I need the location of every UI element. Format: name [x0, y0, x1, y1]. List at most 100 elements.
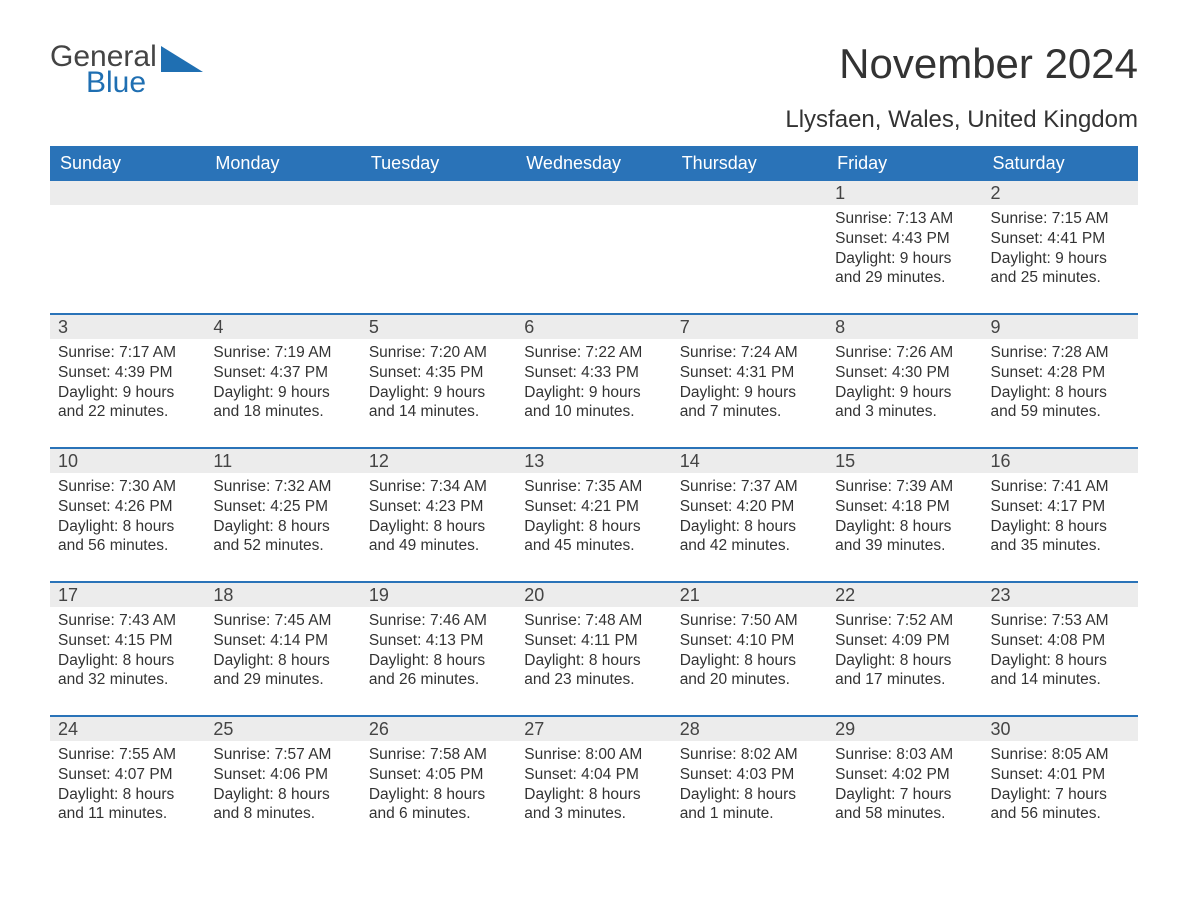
sunset-text: Sunset: 4:17 PM: [991, 497, 1130, 517]
day-number: [205, 181, 360, 205]
day-cell: 18Sunrise: 7:45 AMSunset: 4:14 PMDayligh…: [205, 583, 360, 715]
day-body: Sunrise: 7:34 AMSunset: 4:23 PMDaylight:…: [361, 473, 516, 564]
sunset-text: Sunset: 4:01 PM: [991, 765, 1130, 785]
daylight-text: Daylight: 8 hours and 29 minutes.: [213, 651, 352, 691]
day-cell: 20Sunrise: 7:48 AMSunset: 4:11 PMDayligh…: [516, 583, 671, 715]
daylight-text: Daylight: 8 hours and 39 minutes.: [835, 517, 974, 557]
sunset-text: Sunset: 4:10 PM: [680, 631, 819, 651]
day-cell: 10Sunrise: 7:30 AMSunset: 4:26 PMDayligh…: [50, 449, 205, 581]
week-row: 1Sunrise: 7:13 AMSunset: 4:43 PMDaylight…: [50, 181, 1138, 313]
day-cell: 29Sunrise: 8:03 AMSunset: 4:02 PMDayligh…: [827, 717, 982, 849]
day-cell: 22Sunrise: 7:52 AMSunset: 4:09 PMDayligh…: [827, 583, 982, 715]
day-cell: 4Sunrise: 7:19 AMSunset: 4:37 PMDaylight…: [205, 315, 360, 447]
sunset-text: Sunset: 4:06 PM: [213, 765, 352, 785]
day-body: Sunrise: 7:15 AMSunset: 4:41 PMDaylight:…: [983, 205, 1138, 296]
week-row: 3Sunrise: 7:17 AMSunset: 4:39 PMDaylight…: [50, 313, 1138, 447]
day-body: Sunrise: 7:50 AMSunset: 4:10 PMDaylight:…: [672, 607, 827, 698]
sunrise-text: Sunrise: 7:55 AM: [58, 745, 197, 765]
sunrise-text: Sunrise: 7:28 AM: [991, 343, 1130, 363]
sunrise-text: Sunrise: 7:41 AM: [991, 477, 1130, 497]
sunrise-text: Sunrise: 7:52 AM: [835, 611, 974, 631]
sunrise-text: Sunrise: 7:48 AM: [524, 611, 663, 631]
sunset-text: Sunset: 4:14 PM: [213, 631, 352, 651]
day-body: Sunrise: 7:26 AMSunset: 4:30 PMDaylight:…: [827, 339, 982, 430]
day-body: Sunrise: 8:05 AMSunset: 4:01 PMDaylight:…: [983, 741, 1138, 832]
day-cell: 12Sunrise: 7:34 AMSunset: 4:23 PMDayligh…: [361, 449, 516, 581]
day-number: 8: [827, 315, 982, 339]
day-number: 20: [516, 583, 671, 607]
day-number: 11: [205, 449, 360, 473]
day-number: 6: [516, 315, 671, 339]
daylight-text: Daylight: 9 hours and 14 minutes.: [369, 383, 508, 423]
page-title: November 2024: [839, 40, 1138, 88]
daylight-text: Daylight: 9 hours and 25 minutes.: [991, 249, 1130, 289]
week-row: 10Sunrise: 7:30 AMSunset: 4:26 PMDayligh…: [50, 447, 1138, 581]
day-body: Sunrise: 7:30 AMSunset: 4:26 PMDaylight:…: [50, 473, 205, 564]
sunset-text: Sunset: 4:07 PM: [58, 765, 197, 785]
daylight-text: Daylight: 9 hours and 7 minutes.: [680, 383, 819, 423]
day-header-friday: Friday: [827, 146, 982, 181]
daylight-text: Daylight: 8 hours and 26 minutes.: [369, 651, 508, 691]
day-body: Sunrise: 7:57 AMSunset: 4:06 PMDaylight:…: [205, 741, 360, 832]
sunrise-text: Sunrise: 7:13 AM: [835, 209, 974, 229]
day-cell: 16Sunrise: 7:41 AMSunset: 4:17 PMDayligh…: [983, 449, 1138, 581]
day-number: 15: [827, 449, 982, 473]
day-header-saturday: Saturday: [983, 146, 1138, 181]
day-number: 4: [205, 315, 360, 339]
sunrise-text: Sunrise: 7:34 AM: [369, 477, 508, 497]
daylight-text: Daylight: 9 hours and 18 minutes.: [213, 383, 352, 423]
day-number: 28: [672, 717, 827, 741]
day-body: Sunrise: 8:02 AMSunset: 4:03 PMDaylight:…: [672, 741, 827, 832]
day-number: 7: [672, 315, 827, 339]
day-cell: [205, 181, 360, 313]
day-header-wednesday: Wednesday: [516, 146, 671, 181]
daylight-text: Daylight: 8 hours and 56 minutes.: [58, 517, 197, 557]
sunrise-text: Sunrise: 7:43 AM: [58, 611, 197, 631]
day-body: Sunrise: 7:46 AMSunset: 4:13 PMDaylight:…: [361, 607, 516, 698]
day-cell: 23Sunrise: 7:53 AMSunset: 4:08 PMDayligh…: [983, 583, 1138, 715]
day-body: Sunrise: 7:28 AMSunset: 4:28 PMDaylight:…: [983, 339, 1138, 430]
day-cell: [516, 181, 671, 313]
daylight-text: Daylight: 8 hours and 8 minutes.: [213, 785, 352, 825]
sunrise-text: Sunrise: 8:02 AM: [680, 745, 819, 765]
day-header-thursday: Thursday: [672, 146, 827, 181]
day-number: 3: [50, 315, 205, 339]
day-number: 25: [205, 717, 360, 741]
sunrise-text: Sunrise: 7:53 AM: [991, 611, 1130, 631]
sunset-text: Sunset: 4:28 PM: [991, 363, 1130, 383]
sunset-text: Sunset: 4:25 PM: [213, 497, 352, 517]
sunset-text: Sunset: 4:09 PM: [835, 631, 974, 651]
day-body: Sunrise: 7:19 AMSunset: 4:37 PMDaylight:…: [205, 339, 360, 430]
sunset-text: Sunset: 4:41 PM: [991, 229, 1130, 249]
day-number: 23: [983, 583, 1138, 607]
sunrise-text: Sunrise: 7:45 AM: [213, 611, 352, 631]
header-row: General Blue November 2024: [50, 40, 1138, 100]
daylight-text: Daylight: 9 hours and 22 minutes.: [58, 383, 197, 423]
day-body: Sunrise: 7:24 AMSunset: 4:31 PMDaylight:…: [672, 339, 827, 430]
day-cell: 7Sunrise: 7:24 AMSunset: 4:31 PMDaylight…: [672, 315, 827, 447]
daylight-text: Daylight: 9 hours and 3 minutes.: [835, 383, 974, 423]
day-cell: 11Sunrise: 7:32 AMSunset: 4:25 PMDayligh…: [205, 449, 360, 581]
sunrise-text: Sunrise: 7:46 AM: [369, 611, 508, 631]
logo-triangle-icon: [161, 46, 203, 72]
day-cell: 25Sunrise: 7:57 AMSunset: 4:06 PMDayligh…: [205, 717, 360, 849]
weeks-container: 1Sunrise: 7:13 AMSunset: 4:43 PMDaylight…: [50, 181, 1138, 849]
day-body: Sunrise: 7:17 AMSunset: 4:39 PMDaylight:…: [50, 339, 205, 430]
daylight-text: Daylight: 8 hours and 14 minutes.: [991, 651, 1130, 691]
day-cell: 24Sunrise: 7:55 AMSunset: 4:07 PMDayligh…: [50, 717, 205, 849]
day-cell: 26Sunrise: 7:58 AMSunset: 4:05 PMDayligh…: [361, 717, 516, 849]
daylight-text: Daylight: 8 hours and 32 minutes.: [58, 651, 197, 691]
sunrise-text: Sunrise: 7:30 AM: [58, 477, 197, 497]
day-number: 16: [983, 449, 1138, 473]
day-cell: 14Sunrise: 7:37 AMSunset: 4:20 PMDayligh…: [672, 449, 827, 581]
daylight-text: Daylight: 8 hours and 52 minutes.: [213, 517, 352, 557]
day-body: Sunrise: 7:43 AMSunset: 4:15 PMDaylight:…: [50, 607, 205, 698]
calendar: Sunday Monday Tuesday Wednesday Thursday…: [50, 146, 1138, 849]
day-body: Sunrise: 7:22 AMSunset: 4:33 PMDaylight:…: [516, 339, 671, 430]
daylight-text: Daylight: 8 hours and 1 minute.: [680, 785, 819, 825]
day-header-row: Sunday Monday Tuesday Wednesday Thursday…: [50, 146, 1138, 181]
day-number: [361, 181, 516, 205]
daylight-text: Daylight: 9 hours and 10 minutes.: [524, 383, 663, 423]
week-row: 24Sunrise: 7:55 AMSunset: 4:07 PMDayligh…: [50, 715, 1138, 849]
day-cell: 30Sunrise: 8:05 AMSunset: 4:01 PMDayligh…: [983, 717, 1138, 849]
